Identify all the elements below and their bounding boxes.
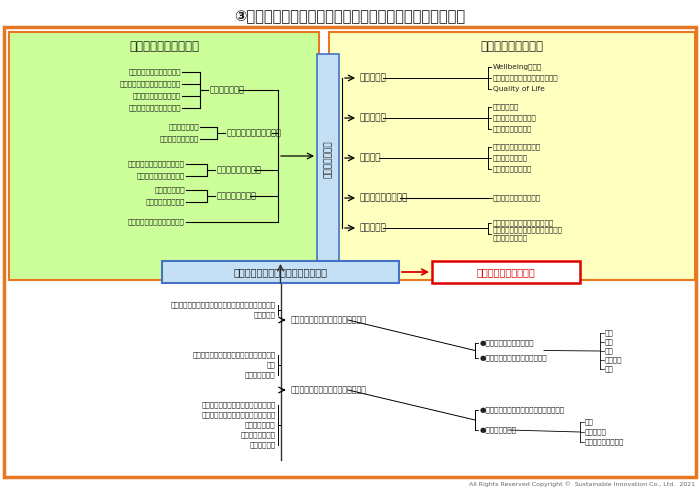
Text: 社会の発展: 社会の発展 — [360, 74, 387, 82]
Text: ●所有するゆえに獲得される価値: ●所有するゆえに獲得される価値 — [480, 355, 547, 361]
Text: 個の求める豊かさの追求: 個の求める豊かさの追求 — [493, 144, 541, 150]
Text: 人生を豊かにする価値を獲得したい: 人生を豊かにする価値を獲得したい — [290, 385, 367, 394]
Text: All Rights Reserved Copyright ©  Sustainable Innovation Co., Ltd.  2021: All Rights Reserved Copyright © Sustaina… — [469, 481, 695, 487]
Text: 社会問題とその解決: 社会問題とその解決 — [360, 193, 408, 202]
Text: 社会を変革する: 社会を変革する — [323, 140, 332, 178]
Text: さらに便利な社会になっていく: さらに便利な社会になっていく — [493, 219, 554, 226]
Text: 労働分配の構造変革: 労働分配の構造変革 — [493, 126, 533, 132]
Text: あるべきものとして良くしていきたい: あるべきものとして良くしていきたい — [201, 411, 276, 418]
Text: 自己の確立: 自己の確立 — [585, 429, 607, 436]
Text: 人としての存在: 人としての存在 — [245, 422, 276, 428]
Text: 人生を裕福にする価値を獲得したい: 人生を裕福にする価値を獲得したい — [290, 316, 367, 325]
Text: 移動: 移動 — [267, 362, 276, 368]
Text: 誰もが平等に享受している絶対的な存在を生かしたい: 誰もが平等に享受している絶対的な存在を生かしたい — [171, 301, 276, 308]
Text: プロダクトの変革: プロダクトの変革 — [217, 191, 257, 200]
Text: Wellbeingの実現: Wellbeingの実現 — [493, 64, 542, 70]
Text: 社会の役に立ちたい: 社会の役に立ちたい — [585, 438, 624, 445]
Text: 経済の発展: 経済の発展 — [360, 113, 387, 122]
Text: 生態系・地球環境: 生態系・地球環境 — [241, 432, 276, 438]
Text: ●自己の存在意義: ●自己の存在意義 — [480, 427, 517, 433]
Text: 社会的課題を引き起こしてきた技術
のブレークスルー: 社会的課題を引き起こしてきた技術 のブレークスルー — [493, 226, 563, 241]
Text: 社会関係資本の充実: 社会関係資本の充実 — [493, 165, 533, 172]
Text: 技術の発展: 技術の発展 — [360, 223, 387, 233]
Bar — [317, 54, 339, 264]
Text: 組織の学習と成長: 組織の学習と成長 — [493, 155, 528, 162]
Text: 社会秩序の変革: 社会秩序の変革 — [210, 85, 245, 94]
Text: 経済システムの変革: 経済システムの変革 — [160, 136, 199, 142]
Text: 様々に連鎖する社会問題: 様々に連鎖する社会問題 — [493, 195, 541, 201]
Text: Quality of Life: Quality of Life — [493, 86, 545, 92]
Text: 人の成長: 人の成長 — [360, 154, 382, 163]
Text: ビジネスエコシステムの社会へ: ビジネスエコシステムの社会へ — [120, 81, 181, 87]
Text: 資産: 資産 — [605, 348, 614, 355]
Text: ●体験としての期待価値（〜になりたい）: ●体験としての期待価値（〜になりたい） — [480, 407, 565, 413]
Bar — [9, 32, 319, 280]
Text: ●消費によって生じる価値: ●消費によって生じる価値 — [480, 340, 535, 346]
Bar — [162, 261, 399, 283]
Text: 社会コストの構造変革: 社会コストの構造変革 — [493, 115, 537, 121]
Text: 個が人生を豊かにするために根元的に: 個が人生を豊かにするために根元的に — [201, 402, 276, 409]
Text: 地位: 地位 — [605, 366, 614, 372]
Text: 大衆社会から個の社会へ: 大衆社会から個の社会へ — [133, 93, 181, 99]
Text: 人工知能とロボット社会へ: 人工知能とロボット社会へ — [129, 105, 181, 111]
Text: 変革したいという心を動かす原動力: 変革したいという心を動かす原動力 — [234, 267, 328, 277]
Text: 社会共通資本: 社会共通資本 — [249, 442, 276, 448]
Text: お金: お金 — [605, 339, 614, 345]
Bar — [329, 32, 695, 280]
Text: 豊かな人生を送りたい: 豊かな人生を送りたい — [477, 267, 536, 277]
Text: 心豊かに暮らせる社会制度の発展: 心豊かに暮らせる社会制度の発展 — [493, 75, 559, 82]
Text: 時間、空間: 時間、空間 — [253, 312, 276, 318]
Text: 社会インフラの革新: 社会インフラの革新 — [146, 199, 185, 205]
Text: 時間と場所の制約からの解放: 時間と場所の制約からの解放 — [128, 161, 185, 167]
Text: オープン社会化: オープン社会化 — [155, 187, 185, 193]
Text: 技術が切り拓く未来像の実現: 技術が切り拓く未来像の実現 — [128, 218, 185, 225]
Text: 社会環境の変容: 社会環境の変容 — [169, 124, 199, 130]
Text: 生産性の向上: 生産性の向上 — [493, 104, 519, 110]
Text: 資源: 資源 — [605, 329, 614, 336]
Text: プラットフォームの変革: プラットフォームの変革 — [227, 129, 282, 137]
Text: 伝達・意志疎通: 伝達・意志疎通 — [245, 372, 276, 378]
Text: 脱・省・再生・循環社会へ: 脱・省・再生・循環社会へ — [129, 69, 181, 75]
Text: サイバーとリアルの融合: サイバーとリアルの融合 — [137, 173, 185, 179]
Text: ブランド: ブランド — [605, 356, 622, 363]
Text: 自立: 自立 — [585, 419, 594, 425]
Text: ③人の根元的な望みを深掘りして事業のパーパスを考える: ③人の根元的な望みを深掘りして事業のパーパスを考える — [234, 9, 466, 25]
Text: 【このようにすると】: 【このようにすると】 — [129, 39, 199, 53]
Text: 生きていく上で根元的な便益を実現したい: 生きていく上で根元的な便益を実現したい — [193, 352, 276, 358]
Bar — [432, 261, 580, 283]
Text: 【このようになる】: 【このようになる】 — [480, 39, 543, 53]
Text: 社会システムの変革: 社会システムの変革 — [217, 165, 262, 174]
